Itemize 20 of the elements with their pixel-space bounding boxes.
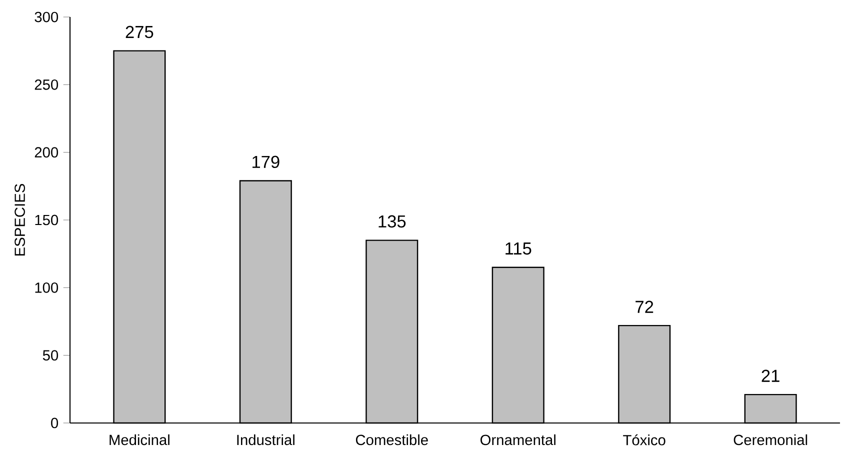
y-axis-title: ESPECIES [14,184,26,256]
data-label: 21 [762,370,780,382]
x-tick-label: Industrial [237,434,294,446]
x-tick-label: Medicinal [110,434,170,446]
data-label: 72 [636,300,654,313]
data-label: 115 [506,242,532,255]
y-tick-label: 100 [35,282,58,293]
y-tick-label: 200 [34,147,58,158]
y-tick-label: 50 [42,350,58,361]
data-label: 135 [378,215,406,228]
y-tick-label: 300 [34,12,58,22]
data-label: 179 [252,156,280,168]
x-tick-label: Ornamental [480,434,556,446]
x-tick-label: Tóxico [623,434,666,446]
x-tick-label: Comestible [356,434,428,446]
y-tick-label: 150 [35,214,58,226]
x-tick-label: Ceremonial [734,434,808,446]
y-tick-label: 250 [34,79,58,90]
data-label: 275 [126,26,154,38]
y-tick-label: 0 [51,418,58,428]
